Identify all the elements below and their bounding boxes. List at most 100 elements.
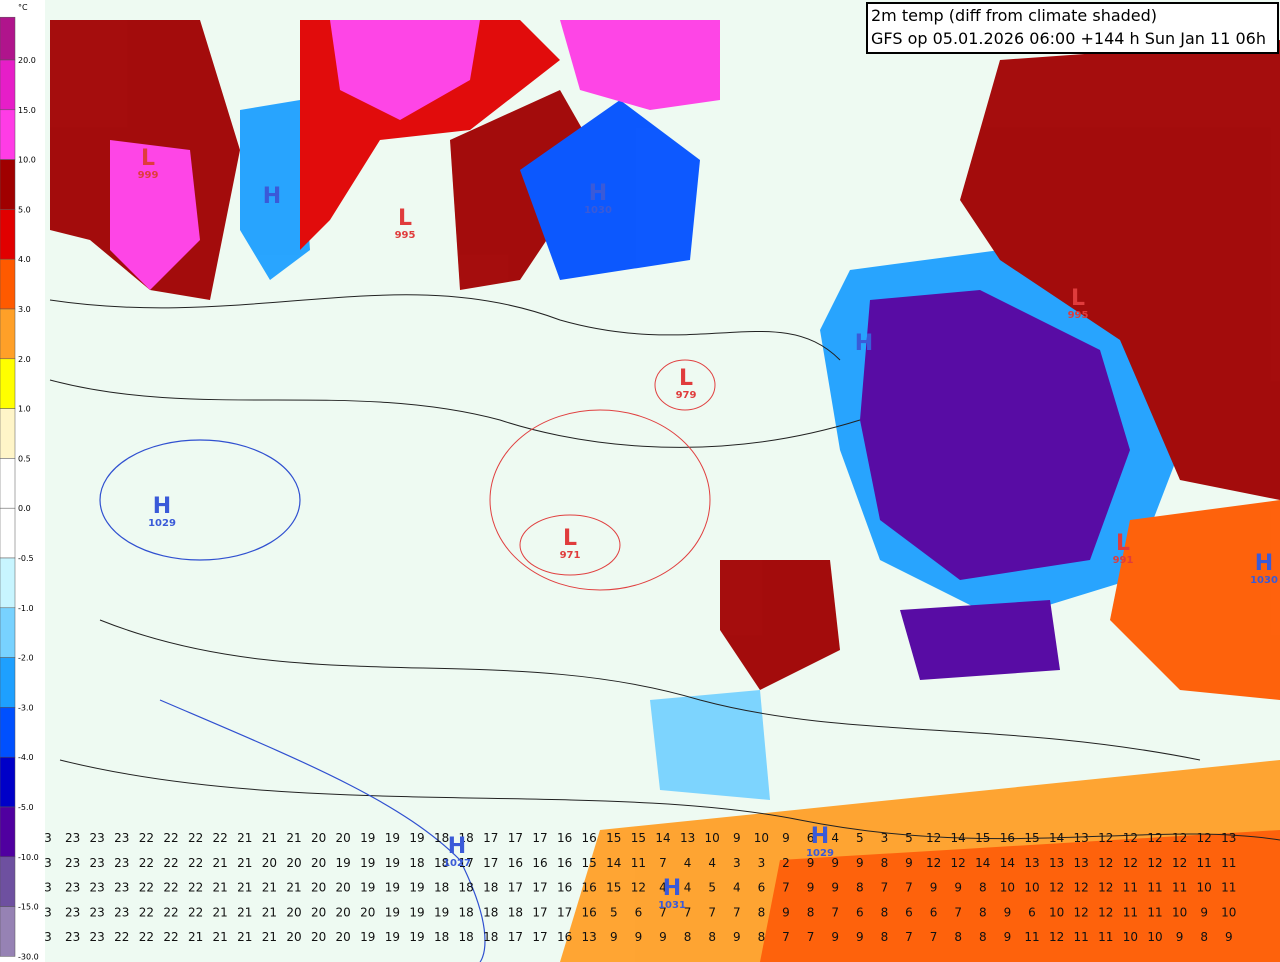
temperature-value: 16 <box>557 831 572 845</box>
temperature-grid: 3 23 23 23 22 22 22 22 21 21 21 20 20 19 19 19 18 18 17 17 1… <box>44 831 1236 944</box>
temperature-value: 9 <box>930 881 938 895</box>
temperature-value: 21 <box>286 831 301 845</box>
colorbar-swatch <box>0 159 16 210</box>
temperature-value: 19 <box>360 856 375 870</box>
temperature-value: 23 <box>114 881 129 895</box>
temperature-value: 21 <box>262 881 277 895</box>
temperature-value: 12 <box>1098 905 1113 919</box>
temperature-value: 3 <box>44 856 52 870</box>
temperature-value: 9 <box>831 856 839 870</box>
temperature-value: 6 <box>635 905 643 919</box>
colorbar-label: 0.5 <box>18 454 31 463</box>
temperature-value: 6 <box>807 831 815 845</box>
pressure-center-value: 1031 <box>658 900 686 911</box>
temperature-value: 18 <box>483 930 498 944</box>
temperature-value: 11 <box>1123 881 1138 895</box>
colorbar-swatch <box>0 258 16 310</box>
temperature-value: 9 <box>856 856 864 870</box>
colorbar-label: -0.5 <box>18 554 34 563</box>
temperature-value: 16 <box>582 831 597 845</box>
temperature-value: 18 <box>459 831 474 845</box>
temperature-value: 21 <box>262 905 277 919</box>
temperature-value: 23 <box>90 930 105 944</box>
temperature-value: 17 <box>508 831 523 845</box>
colorbar-label: -1.0 <box>18 604 34 613</box>
temperature-value: 18 <box>459 881 474 895</box>
temperature-value: 12 <box>1172 831 1187 845</box>
colorbar-swatch <box>0 507 16 559</box>
colorbar-swatch <box>0 856 16 907</box>
temperature-value: 14 <box>655 831 670 845</box>
colorbar-swatch <box>0 59 16 111</box>
temperature-value: 18 <box>434 881 449 895</box>
temperature-value: 8 <box>856 881 864 895</box>
warm-area <box>760 830 1280 962</box>
temperature-value: 13 <box>1049 856 1064 870</box>
temperature-value: 17 <box>483 856 498 870</box>
temperature-value: 4 <box>684 881 692 895</box>
temperature-value: 19 <box>409 930 424 944</box>
temperature-value: 21 <box>237 930 252 944</box>
temperature-value: 18 <box>459 930 474 944</box>
colorbar-swatch <box>0 408 16 459</box>
temperature-value: 17 <box>459 856 474 870</box>
temperature-value: 13 <box>1024 856 1039 870</box>
temperature-value: 12 <box>1123 856 1138 870</box>
isobar <box>519 514 621 576</box>
temperature-value: 21 <box>237 881 252 895</box>
colorbar-label: -4.0 <box>18 753 34 762</box>
temperature-value: 5 <box>856 831 864 845</box>
temperature-value: 21 <box>237 905 252 919</box>
temperature-value: 19 <box>385 905 400 919</box>
isobar <box>59 759 1280 841</box>
temperature-value: 20 <box>336 881 351 895</box>
temperature-value: 19 <box>360 930 375 944</box>
pressure-center-symbol: L <box>1116 531 1130 556</box>
pressure-center-symbol: L <box>1071 286 1085 311</box>
temperature-value: 7 <box>782 881 790 895</box>
temperature-value: 22 <box>188 831 203 845</box>
colorbar-swatch <box>0 109 16 160</box>
temperature-value: 16 <box>508 856 523 870</box>
temperature-value: 7 <box>708 905 716 919</box>
temperature-value: 17 <box>508 930 523 944</box>
temperature-value: 15 <box>606 881 621 895</box>
colorbar-label: -2.0 <box>18 654 34 663</box>
temperature-value: 7 <box>905 881 913 895</box>
low-isobars <box>489 359 716 591</box>
temperature-value: 22 <box>139 831 154 845</box>
temperature-value: 15 <box>975 831 990 845</box>
temperature-value: 17 <box>532 930 547 944</box>
temperature-value: 22 <box>139 905 154 919</box>
temperature-value: 16 <box>557 856 572 870</box>
temperature-value: 12 <box>1197 831 1212 845</box>
pressure-center-value: 991 <box>1113 555 1134 566</box>
isobar <box>49 379 861 448</box>
temperature-value: 3 <box>881 831 889 845</box>
isobar <box>99 439 301 561</box>
temperature-value: 11 <box>1221 856 1236 870</box>
temperature-value: 21 <box>188 930 203 944</box>
temperature-value: 20 <box>336 905 351 919</box>
temperature-value: 9 <box>610 930 618 944</box>
cold-area <box>240 100 310 280</box>
temperature-value: 19 <box>409 905 424 919</box>
pressure-center-value: 1030 <box>1250 575 1278 586</box>
colorbar-label: 10.0 <box>18 156 36 165</box>
colorbar-label: -5.0 <box>18 803 34 812</box>
temperature-value: 12 <box>951 856 966 870</box>
temperature-value: 4 <box>733 881 741 895</box>
colorbar-swatch <box>0 756 16 808</box>
isobar <box>99 619 1201 761</box>
temperature-value: 13 <box>582 930 597 944</box>
temperature-value: 10 <box>705 831 720 845</box>
subtitle: GFS op 05.01.2026 06:00 +144 h Sun Jan 1… <box>871 29 1266 48</box>
temperature-value: 18 <box>508 905 523 919</box>
temperature-value: 3 <box>44 881 52 895</box>
colorbar-swatch <box>0 358 16 409</box>
temperature-value: 22 <box>163 881 178 895</box>
temperature-value: 8 <box>954 930 962 944</box>
temperature-value: 18 <box>434 856 449 870</box>
temperature-value: 20 <box>311 881 326 895</box>
